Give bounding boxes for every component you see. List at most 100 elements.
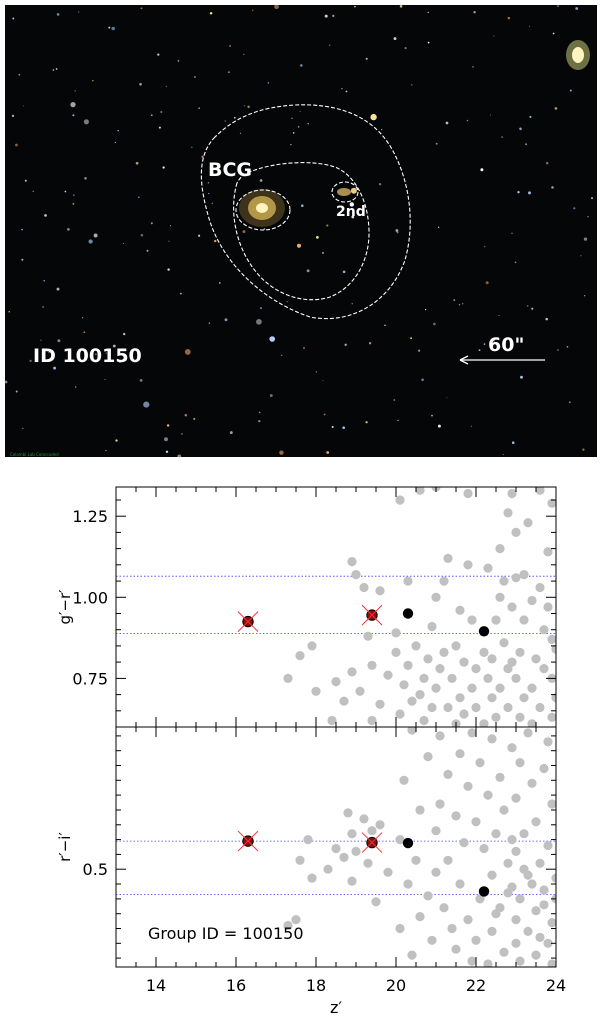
star — [484, 246, 486, 248]
star — [587, 215, 589, 218]
star — [229, 44, 232, 47]
data-points — [116, 487, 556, 727]
field-galaxy-point — [455, 879, 465, 889]
field-galaxy-point — [427, 935, 437, 945]
field-galaxy-point — [483, 959, 493, 967]
star — [22, 427, 24, 429]
field-galaxy-point — [495, 683, 505, 693]
y-tick-label: 1.25 — [72, 507, 108, 526]
field-galaxy-point — [423, 654, 433, 664]
field-galaxy-point — [403, 576, 413, 586]
field-galaxy-point — [535, 582, 545, 593]
field-galaxy-point — [499, 805, 509, 815]
star — [158, 126, 161, 129]
field-galaxy-point — [547, 634, 556, 644]
field-galaxy-point — [459, 838, 469, 848]
bright-star-top-right — [566, 40, 590, 70]
field-galaxy-point — [367, 660, 377, 670]
field-galaxy-point — [395, 923, 405, 934]
field-galaxy-point — [347, 557, 357, 567]
star — [399, 5, 403, 8]
field-galaxy-point — [523, 728, 533, 738]
field-galaxy-point — [419, 673, 429, 683]
field-galaxy-point — [359, 814, 369, 824]
star — [299, 110, 301, 112]
field-galaxy-point — [459, 709, 469, 719]
star — [466, 119, 469, 122]
star — [72, 114, 75, 117]
field-galaxy-point — [455, 605, 465, 615]
field-galaxy-point — [471, 702, 481, 713]
star — [365, 57, 368, 60]
field-galaxy-point — [399, 680, 409, 690]
star — [177, 60, 180, 62]
star — [437, 226, 440, 229]
star — [583, 295, 586, 297]
member-galaxy-point — [478, 626, 490, 637]
star — [11, 114, 15, 118]
y-tick-label: 1.00 — [72, 588, 108, 607]
field-galaxy-point — [543, 840, 553, 851]
star — [326, 224, 329, 227]
star — [498, 314, 500, 317]
field-galaxy-point — [403, 879, 413, 889]
star — [514, 261, 517, 264]
field-galaxy-point — [515, 647, 525, 657]
star — [70, 101, 76, 108]
star — [258, 411, 261, 414]
bcg-marker-cross — [361, 604, 383, 626]
field-galaxy-point — [327, 715, 337, 726]
field-galaxy-point — [539, 900, 549, 910]
field-galaxy-point — [307, 873, 317, 883]
star — [281, 354, 283, 356]
bcg-label: BCG — [208, 159, 253, 181]
star — [73, 194, 75, 196]
star — [531, 307, 534, 310]
star — [321, 251, 325, 254]
star — [322, 379, 324, 382]
star — [384, 324, 386, 327]
field-galaxy-point — [491, 615, 501, 625]
field-galaxy-point — [439, 903, 449, 913]
star — [181, 433, 183, 435]
star — [351, 215, 355, 219]
field-galaxy-point — [415, 487, 425, 495]
field-galaxy-point — [283, 920, 293, 931]
star — [501, 136, 503, 138]
star — [431, 414, 433, 417]
field-galaxy-point — [503, 858, 513, 868]
panel-frame — [115, 486, 557, 728]
star — [244, 105, 246, 107]
star — [239, 132, 241, 134]
star — [56, 287, 60, 291]
field-galaxy-point — [511, 915, 521, 925]
field-galaxy-point — [535, 932, 545, 942]
field-galaxy-point — [543, 737, 553, 747]
field-galaxy-point — [407, 950, 417, 960]
star — [193, 417, 196, 420]
field-galaxy-point — [511, 573, 521, 583]
contour-outer — [200, 104, 411, 320]
star — [517, 191, 520, 194]
field-galaxy-point — [403, 660, 413, 670]
star — [410, 337, 412, 340]
star — [140, 7, 143, 10]
field-galaxy-point — [431, 867, 441, 877]
star — [296, 243, 302, 248]
field-galaxy-point — [347, 876, 357, 886]
star — [332, 14, 335, 18]
star — [208, 322, 211, 324]
star — [135, 161, 139, 165]
field-galaxy-point — [527, 778, 537, 788]
second-galaxy-label: 2nd — [336, 204, 366, 220]
star — [108, 26, 111, 29]
star — [139, 82, 142, 86]
field-galaxy-point — [339, 852, 349, 862]
field-galaxy-point — [451, 811, 461, 821]
star — [557, 349, 559, 351]
field-galaxy-point — [283, 673, 293, 683]
star — [77, 11, 80, 13]
field-galaxy-point — [539, 625, 549, 635]
star — [214, 239, 217, 243]
star — [105, 352, 107, 354]
